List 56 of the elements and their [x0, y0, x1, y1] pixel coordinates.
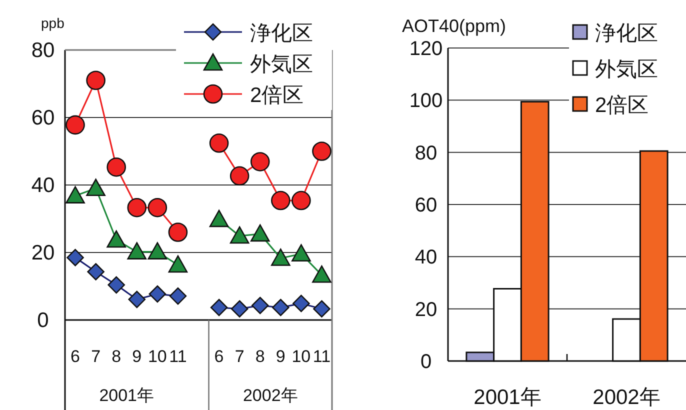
- point: [250, 152, 270, 172]
- x-tick-label: 11: [169, 347, 187, 366]
- y-tick-label: 80: [414, 142, 438, 164]
- point: [148, 242, 168, 260]
- y-tick-label: 40: [414, 246, 438, 269]
- legend-label: 浄化区: [250, 22, 313, 45]
- y-tick-label: 0: [37, 309, 49, 332]
- y-tick-label: 40: [31, 174, 55, 197]
- point: [271, 190, 290, 210]
- point: [230, 226, 250, 244]
- y-axis-title: AOT40(ppm): [402, 16, 506, 36]
- point: [230, 166, 250, 186]
- y-tick-label: 100: [409, 90, 443, 112]
- point: [271, 248, 290, 266]
- y-tick-label: 60: [31, 106, 55, 130]
- point: [127, 198, 147, 218]
- x-tick-label: 7: [91, 347, 101, 366]
- y-tick-label: 20: [31, 242, 55, 264]
- x-tick-label: 7: [234, 347, 244, 366]
- legend-label: 浄化区: [595, 22, 658, 45]
- point: [106, 230, 126, 248]
- x-tick-label: 8: [112, 347, 122, 366]
- point: [66, 115, 85, 135]
- y-axis-title: ppb: [41, 15, 65, 31]
- point: [209, 134, 229, 153]
- legend-label: 2倍区: [250, 84, 304, 107]
- point: [66, 186, 85, 204]
- point: [292, 244, 311, 262]
- legend-label: 2倍区: [595, 94, 649, 117]
- point: [292, 190, 311, 210]
- x-tick-label: 9: [276, 347, 286, 366]
- point: [106, 157, 126, 177]
- point: [148, 198, 168, 218]
- x-tick-label: 6: [70, 347, 80, 366]
- x-tick-label: 10: [148, 347, 167, 366]
- x-tick-label: 8: [255, 347, 265, 366]
- point: [86, 70, 106, 90]
- legend-label: 外気区: [595, 58, 658, 81]
- y-tick-label: 80: [31, 39, 55, 62]
- x-tick-label: 11: [312, 347, 331, 366]
- x-tick-label: 6: [214, 347, 224, 366]
- x-tick-label: 10: [292, 347, 311, 366]
- y-tick-label: 60: [414, 194, 438, 216]
- point: [209, 210, 229, 228]
- y-tick-label: 20: [414, 298, 438, 321]
- point: [312, 265, 332, 283]
- y-tick-label: 0: [420, 351, 432, 373]
- point: [168, 222, 188, 242]
- point: [86, 178, 106, 196]
- point: [250, 224, 270, 242]
- point: [127, 242, 147, 260]
- legend-label: 外気区: [250, 53, 313, 76]
- point: [312, 142, 332, 161]
- y-tick-label: 120: [409, 38, 443, 60]
- x-tick-label: 9: [132, 347, 142, 366]
- point: [168, 255, 188, 273]
